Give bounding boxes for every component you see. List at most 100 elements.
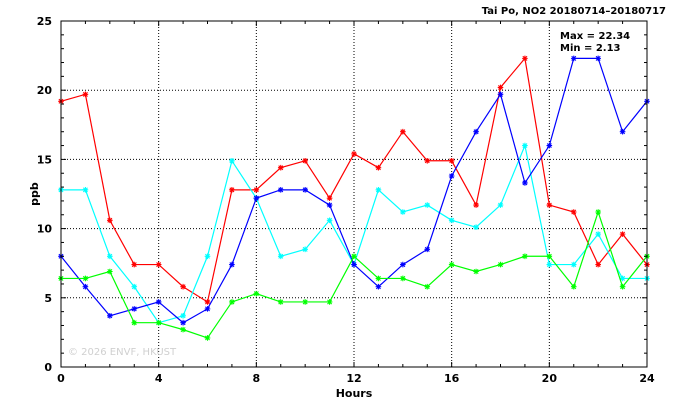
data-point: [522, 253, 528, 260]
data-point: [546, 253, 553, 260]
series-1: [58, 55, 650, 305]
data-point: [155, 319, 162, 326]
data-point: [302, 157, 308, 164]
data-point: [204, 299, 211, 305]
data-point: [497, 91, 504, 98]
data-point: [546, 261, 553, 268]
data-point: [400, 128, 406, 135]
data-point: [497, 261, 504, 268]
data-point: [180, 326, 186, 333]
x-tick-label: 8: [253, 372, 261, 385]
data-point: [131, 261, 138, 268]
x-tick-label: 0: [57, 372, 65, 385]
chart-title: Tai Po, NO2 20180714–20180717: [482, 6, 666, 17]
x-tick-label: 20: [542, 372, 558, 385]
data-point: [570, 261, 577, 268]
data-point: [180, 319, 186, 326]
data-point: [351, 151, 357, 157]
data-point: [619, 283, 626, 290]
data-point: [326, 217, 333, 224]
y-tick-label: 25: [37, 15, 52, 28]
data-point: [107, 217, 113, 224]
y-axis-label: ppb: [28, 182, 41, 206]
data-point: [326, 202, 333, 208]
data-point: [522, 55, 528, 62]
data-point: [131, 306, 138, 312]
data-point: [155, 299, 162, 305]
data-point: [351, 253, 357, 260]
y-tick-label: 20: [37, 84, 53, 97]
data-point: [229, 157, 235, 164]
data-point: [253, 195, 260, 201]
data-point: [497, 84, 504, 91]
data-point: [277, 164, 284, 171]
data-point: [424, 283, 431, 290]
data-point: [277, 187, 284, 193]
data-point: [595, 261, 601, 268]
data-point: [326, 195, 333, 201]
data-point: [595, 231, 601, 237]
data-point: [326, 299, 333, 305]
data-point: [375, 275, 382, 282]
y-tick-label: 0: [44, 361, 52, 374]
x-tick-label: 16: [444, 372, 460, 385]
x-tick-label: 4: [155, 372, 163, 385]
data-point: [522, 180, 528, 186]
data-point: [595, 55, 601, 62]
data-point: [424, 246, 431, 253]
data-point: [107, 268, 113, 275]
y-tick-label: 10: [37, 223, 53, 236]
y-tick-label: 5: [44, 292, 52, 305]
series-layer: [58, 55, 650, 341]
data-point: [131, 283, 138, 290]
data-point: [448, 157, 455, 164]
data-point: [546, 142, 553, 149]
data-point: [448, 173, 455, 179]
data-point: [570, 283, 577, 290]
data-point: [82, 91, 89, 98]
data-point: [497, 202, 504, 208]
data-point: [375, 187, 382, 193]
data-point: [473, 202, 479, 208]
data-point: [302, 299, 308, 305]
data-point: [473, 268, 479, 275]
data-point: [229, 261, 235, 268]
data-point: [546, 202, 553, 208]
data-point: [302, 246, 308, 253]
data-point: [180, 312, 186, 319]
data-point: [619, 128, 626, 135]
data-point: [253, 290, 260, 297]
data-point: [351, 261, 357, 268]
data-point: [595, 209, 601, 215]
data-point: [180, 283, 186, 290]
data-point: [400, 261, 406, 268]
data-point: [107, 312, 113, 319]
data-point: [570, 209, 577, 215]
data-point: [82, 283, 89, 290]
axis-ticks: 0 4 8 12 16 20 24 0 5 10 15 20 25: [37, 15, 655, 385]
data-point: [570, 55, 577, 62]
x-axis-label: Hours: [336, 387, 373, 400]
data-point: [302, 187, 308, 193]
data-point: [82, 275, 89, 282]
data-point: [473, 224, 479, 231]
grid-lines: [61, 21, 647, 367]
data-point: [155, 261, 162, 268]
max-label: Max = 22.34: [560, 31, 630, 42]
min-label: Min = 2.13: [560, 43, 621, 54]
data-point: [375, 164, 382, 171]
data-point: [473, 128, 479, 135]
data-point: [424, 157, 431, 164]
data-point: [619, 231, 626, 237]
data-point: [204, 306, 211, 312]
data-point: [107, 253, 113, 260]
data-point: [424, 202, 431, 208]
data-point: [277, 299, 284, 305]
x-tick-label: 12: [346, 372, 361, 385]
data-point: [400, 209, 406, 215]
data-point: [522, 142, 528, 149]
y-tick-label: 15: [37, 153, 52, 166]
x-tick-label: 24: [639, 372, 655, 385]
watermark-text: © 2026 ENVF, HKUST: [68, 347, 177, 358]
